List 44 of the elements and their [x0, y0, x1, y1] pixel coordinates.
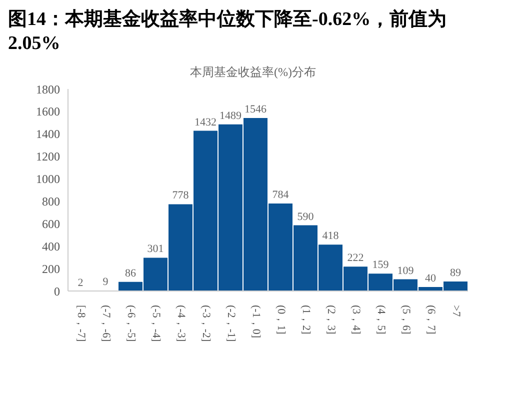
x-tick-label: (5，6]: [400, 305, 412, 334]
y-tick-label: 1400: [36, 127, 60, 142]
data-label: 40: [425, 272, 436, 285]
x-tick-label: >7: [450, 305, 462, 318]
data-label: 9: [102, 276, 109, 288]
data-label: 2: [78, 276, 84, 289]
x-tick-label: (-5，-4]: [150, 305, 162, 342]
y-tick-label: 1800: [36, 82, 60, 96]
x-tick-label: (-3，-2]: [200, 305, 212, 342]
x-tick-label: (-4，-3]: [174, 305, 187, 342]
x-tick-label: (4，5]: [374, 305, 387, 334]
y-tick-label: 1200: [36, 150, 60, 164]
data-label: 784: [272, 189, 290, 202]
data-label: 778: [172, 190, 190, 202]
data-label: 301: [147, 243, 164, 256]
x-tick-label: (0，1]: [274, 305, 287, 334]
x-tick-label: (-1，0]: [250, 305, 262, 338]
data-label: 418: [322, 230, 340, 242]
y-tick-label: 1000: [36, 172, 60, 186]
data-label: 109: [397, 264, 414, 277]
y-tick-label: 0: [54, 284, 60, 298]
x-tick-label: [-8，-7]: [74, 305, 87, 342]
chart-title: 图14：本期基金收益率中位数下降至-0.62%，前值为2.05%: [8, 8, 448, 56]
x-tick-label: (1，2]: [300, 305, 312, 334]
y-tick-label: 800: [42, 194, 60, 208]
y-tick-label: 1600: [36, 104, 60, 119]
data-label: 159: [372, 259, 390, 272]
x-tick-label: (-7，-6]: [100, 305, 112, 342]
y-tick-label: 600: [42, 216, 60, 231]
x-tick-label: (-2，-1]: [224, 305, 237, 342]
x-tick-label: (3，4]: [350, 305, 362, 334]
data-label: 1432: [194, 116, 216, 128]
chart-subtitle: 本周基金收益率(%)分布: [189, 64, 317, 81]
x-tick-label: (-6，-5]: [124, 305, 137, 342]
data-label: 222: [347, 252, 364, 264]
data-label: 1546: [244, 104, 267, 116]
data-label: 1489: [220, 110, 242, 122]
data-label: 590: [297, 210, 314, 223]
x-tick-label: (6，7]: [424, 305, 437, 334]
data-label: 89: [450, 267, 462, 280]
y-tick-label: 400: [42, 239, 60, 254]
y-tick-label: 200: [42, 262, 60, 276]
x-tick-label: (2，3]: [324, 305, 337, 334]
data-label: 86: [125, 267, 136, 280]
